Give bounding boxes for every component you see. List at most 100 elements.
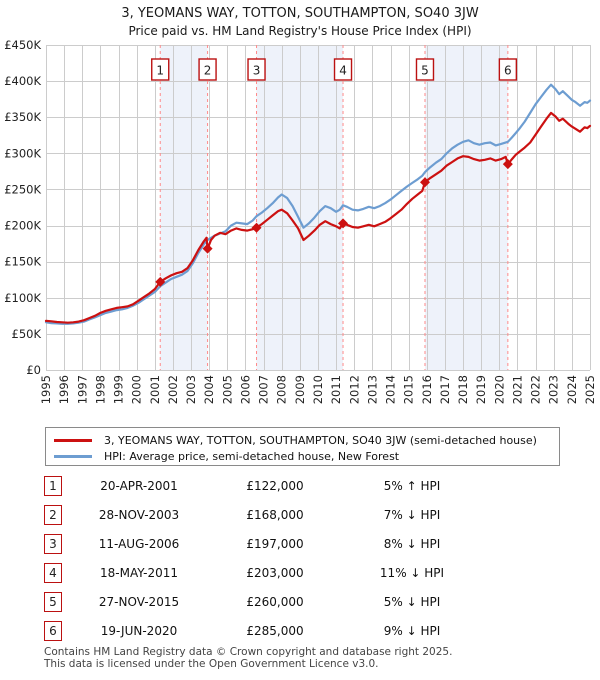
transaction-number-badge: 3 (44, 534, 62, 554)
gridlines (46, 45, 591, 371)
transaction-price: £197,000 (246, 537, 304, 551)
svg-text:£350K: £350K (4, 110, 41, 124)
svg-text:2010: 2010 (311, 375, 325, 404)
svg-text:2005: 2005 (220, 375, 234, 404)
svg-text:2020: 2020 (492, 375, 506, 404)
svg-text:2007: 2007 (257, 375, 271, 404)
transaction-price: £260,000 (246, 595, 304, 609)
svg-text:2008: 2008 (275, 375, 289, 404)
sale-marker-labels: 1 2 3 4 5 6 (151, 58, 518, 81)
svg-text:2004: 2004 (202, 375, 216, 404)
svg-text:6: 6 (504, 64, 512, 78)
svg-text:1998: 1998 (93, 375, 107, 404)
y-axis-labels: £450K £400K £350K £300K £250K £200K £150K £100K… (4, 38, 41, 377)
transactions-table: 1 20-APR-2001 £122,000 5% ↑ HPI 2 28-NOV… (44, 476, 564, 650)
svg-text:2006: 2006 (239, 375, 253, 404)
legend-label-hpi: HPI: Average price, semi-detached house,… (104, 449, 400, 463)
transaction-hpi-delta: 5% ↓ HPI (383, 595, 441, 609)
svg-text:2: 2 (204, 64, 212, 78)
transaction-date: 18-MAY-2011 (99, 566, 178, 580)
transaction-date: 28-NOV-2003 (98, 508, 180, 522)
transaction-number-badge: 5 (44, 592, 62, 612)
transaction-hpi-delta: 8% ↓ HPI (383, 537, 441, 551)
transaction-hpi-delta: 7% ↓ HPI (383, 508, 441, 522)
transaction-date: 11-AUG-2006 (98, 537, 180, 551)
transaction-number-badge: 4 (44, 563, 62, 583)
svg-text:£150K: £150K (4, 255, 41, 269)
transaction-row-3: 3 11-AUG-2006 £197,000 8% ↓ HPI (44, 534, 564, 554)
svg-text:2009: 2009 (293, 375, 307, 404)
transaction-hpi-delta: 9% ↓ HPI (383, 624, 441, 638)
transaction-row-1: 1 20-APR-2001 £122,000 5% ↑ HPI (44, 476, 564, 496)
svg-text:1: 1 (156, 64, 164, 78)
license-line-2: This data is licensed under the Open Gov… (44, 657, 379, 670)
svg-text:2003: 2003 (184, 375, 198, 404)
svg-text:2013: 2013 (365, 375, 379, 404)
chart-subtitle: Price paid vs. HM Land Registry's House … (128, 24, 472, 38)
svg-text:1997: 1997 (75, 375, 89, 404)
transaction-price: £122,000 (246, 479, 304, 493)
svg-text:2014: 2014 (384, 375, 398, 404)
transaction-hpi-delta: 5% ↑ HPI (383, 479, 441, 493)
svg-text:£300K: £300K (4, 146, 41, 160)
svg-text:2023: 2023 (547, 375, 561, 404)
svg-text:2002: 2002 (166, 375, 180, 404)
svg-text:£400K: £400K (4, 74, 41, 88)
transaction-hpi-delta: 11% ↓ HPI (379, 566, 445, 580)
legend-label-property: 3, YEOMANS WAY, TOTTON, SOUTHAMPTON, SO4… (104, 433, 537, 447)
svg-text:2012: 2012 (347, 375, 361, 404)
svg-text:5: 5 (421, 64, 429, 78)
svg-text:2019: 2019 (474, 375, 488, 404)
legend-row-property: 3, YEOMANS WAY, TOTTON, SOUTHAMPTON, SO4… (54, 432, 559, 448)
hpi-line-swatch (54, 454, 92, 458)
svg-text:£250K: £250K (4, 182, 41, 196)
svg-text:1999: 1999 (112, 375, 126, 404)
transaction-date: 27-NOV-2015 (98, 595, 180, 609)
svg-text:2024: 2024 (565, 375, 579, 404)
svg-text:£50K: £50K (12, 327, 42, 341)
svg-text:3: 3 (253, 64, 261, 78)
svg-text:2021: 2021 (511, 375, 525, 404)
transaction-price: £285,000 (246, 624, 304, 638)
license-footer: Contains HM Land Registry data © Crown c… (44, 646, 584, 670)
sale-dots (155, 159, 513, 287)
svg-text:2016: 2016 (420, 375, 434, 404)
svg-text:£450K: £450K (4, 38, 41, 52)
property-line-swatch (54, 438, 92, 442)
x-axis-labels: 1995 1996 1997 1998 1999 2000 2001 2002 2003 2004… (39, 375, 597, 404)
transaction-number-badge: 2 (44, 505, 62, 525)
price-chart: 1 2 3 4 5 6 £450K £400K £350K £300K £250K £200K £150… (4, 38, 597, 404)
svg-text:2015: 2015 (402, 375, 416, 404)
svg-text:£100K: £100K (4, 291, 41, 305)
chart-legend: 3, YEOMANS WAY, TOTTON, SOUTHAMPTON, SO4… (45, 427, 560, 466)
transaction-number-badge: 6 (44, 621, 62, 641)
svg-text:2022: 2022 (529, 375, 543, 404)
sale-marker-lines (159, 45, 509, 370)
chart-title: 3, YEOMANS WAY, TOTTON, SOUTHAMPTON, SO4… (121, 6, 479, 21)
svg-text:2018: 2018 (456, 375, 470, 404)
transaction-row-6: 6 19-JUN-2020 £285,000 9% ↓ HPI (44, 621, 564, 641)
license-line-1: Contains HM Land Registry data © Crown c… (44, 646, 453, 658)
transaction-price: £203,000 (246, 566, 304, 580)
svg-text:1995: 1995 (39, 375, 53, 404)
svg-text:2001: 2001 (148, 375, 162, 404)
transaction-date: 20-APR-2001 (100, 479, 178, 493)
transaction-number-badge: 1 (44, 476, 62, 496)
svg-text:1996: 1996 (57, 375, 71, 404)
legend-row-hpi: HPI: Average price, semi-detached house,… (54, 448, 559, 464)
transaction-date: 19-JUN-2020 (100, 624, 178, 638)
svg-text:4: 4 (339, 64, 347, 78)
transaction-row-4: 4 18-MAY-2011 £203,000 11% ↓ HPI (44, 563, 564, 583)
transaction-row-5: 5 27-NOV-2015 £260,000 5% ↓ HPI (44, 592, 564, 612)
transaction-price: £168,000 (246, 508, 304, 522)
svg-text:2025: 2025 (583, 375, 597, 404)
svg-text:2011: 2011 (329, 375, 343, 404)
ownership-bands (160, 45, 508, 370)
svg-text:2017: 2017 (438, 375, 452, 404)
transaction-row-2: 2 28-NOV-2003 £168,000 7% ↓ HPI (44, 505, 564, 525)
svg-text:2000: 2000 (130, 375, 144, 404)
property-price-line (44, 111, 592, 324)
svg-text:£200K: £200K (4, 219, 41, 233)
hpi-line (44, 83, 592, 325)
